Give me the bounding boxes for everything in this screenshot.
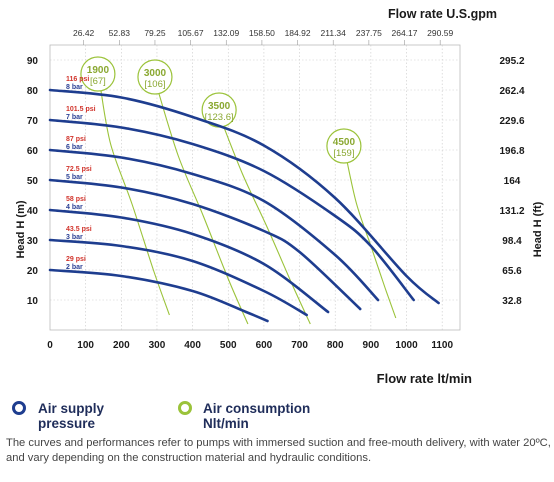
x-axis-title: Flow rate lt/min xyxy=(377,371,472,386)
air-consumption-bracket: [123.6] xyxy=(205,112,234,123)
y-right-tick-label: 295.2 xyxy=(499,56,524,67)
pressure-curve xyxy=(48,238,308,317)
pressure-curve xyxy=(48,268,269,323)
pressure-curve xyxy=(48,208,330,314)
x-tick-label: 1100 xyxy=(431,340,453,351)
y-axis-title: Head H (m) xyxy=(15,200,27,258)
x-tick-label: 800 xyxy=(327,340,344,351)
y-tick-label: 10 xyxy=(27,296,39,307)
x-tick-label: 700 xyxy=(291,340,308,351)
pressure-label-psi: 43.5 psi xyxy=(66,226,92,233)
pressure-curve xyxy=(48,178,362,311)
y-tick-label: 60 xyxy=(27,146,39,157)
x-tick-label: 500 xyxy=(220,340,237,351)
air-consumption-bracket: [159] xyxy=(333,148,354,159)
top-tick-label: 211.34 xyxy=(321,28,347,38)
top-tick-label: 290.59 xyxy=(427,28,453,38)
pressure-label-psi: 101.5 psi xyxy=(66,106,96,113)
air-consumption-label: 1900 xyxy=(87,65,110,76)
footnote: The curves and performances refer to pum… xyxy=(6,437,551,464)
y-right-tick-label: 131.2 xyxy=(499,206,524,217)
y-tick-label: 40 xyxy=(27,206,39,217)
air-supply-legend-ring xyxy=(12,401,26,415)
y-right-tick-label: 98.4 xyxy=(502,236,522,247)
pressure-label-bar: 6 bar xyxy=(66,144,83,151)
y-tick-label: 80 xyxy=(27,86,39,97)
air-consumption-label: 3000 xyxy=(144,68,167,79)
top-tick-label: 158.50 xyxy=(249,28,275,38)
x-tick-label: 900 xyxy=(363,340,380,351)
top-tick-label: 26.42 xyxy=(73,28,95,38)
air-consumption-legend-ring xyxy=(178,401,192,415)
pressure-curve xyxy=(48,88,440,305)
pressure-label-psi: 29 psi xyxy=(66,256,86,263)
air-supply-legend-label: Air supply pressure xyxy=(38,401,105,431)
y-tick-label: 90 xyxy=(27,56,39,67)
top-tick-label: 264.17 xyxy=(392,28,418,38)
pressure-curve xyxy=(48,148,380,302)
air-consumption-bubble xyxy=(137,59,173,95)
pressure-label-psi: 87 psi xyxy=(66,136,86,143)
top-tick-label: 132.09 xyxy=(213,28,239,38)
y-right-axis-title: Head H (ft) xyxy=(532,201,544,257)
top-tick-label: 237.75 xyxy=(356,28,382,38)
pressure-label-psi: 58 psi xyxy=(66,196,86,203)
pressure-curve xyxy=(48,118,415,302)
y-tick-label: 50 xyxy=(27,176,39,187)
pressure-label-bar: 2 bar xyxy=(66,264,83,271)
y-right-tick-label: 196.8 xyxy=(499,146,524,157)
pressure-label-bar: 5 bar xyxy=(66,174,83,181)
y-right-tick-label: 164 xyxy=(504,176,521,187)
air-consumption-legend-label: Air consumption Nlt/min xyxy=(203,401,311,431)
x-tick-label: 0 xyxy=(47,340,53,351)
top-axis-title: Flow rate U.S.gpm xyxy=(388,7,497,21)
air-consumption-curve xyxy=(220,119,311,325)
pressure-label-bar: 4 bar xyxy=(66,204,83,211)
y-right-tick-label: 262.4 xyxy=(499,86,524,97)
x-tick-label: 400 xyxy=(184,340,201,351)
x-tick-label: 1000 xyxy=(395,340,418,351)
y-tick-label: 30 xyxy=(27,236,39,247)
top-tick-label: 184.92 xyxy=(285,28,311,38)
y-right-tick-label: 229.6 xyxy=(499,116,524,127)
x-tick-label: 300 xyxy=(149,340,166,351)
air-consumption-bracket: [67] xyxy=(90,76,106,87)
pressure-label-psi: 72.5 psi xyxy=(66,166,92,173)
top-tick-label: 52.83 xyxy=(109,28,131,38)
pressure-label-bar: 8 bar xyxy=(66,84,83,91)
air-consumption-label: 3500 xyxy=(208,101,231,112)
x-tick-label: 100 xyxy=(77,340,94,351)
y-tick-label: 20 xyxy=(27,266,39,277)
x-tick-label: 600 xyxy=(256,340,273,351)
x-tick-label: 200 xyxy=(113,340,130,351)
air-consumption-bracket: [106] xyxy=(144,79,165,90)
pressure-label-psi: 116 psi xyxy=(66,76,89,83)
pressure-label-bar: 7 bar xyxy=(66,114,83,121)
air-consumption-label: 4500 xyxy=(333,137,356,148)
pump-performance-chart: 1900[67]3000[106]3500[123.6]4500[159] 11… xyxy=(15,7,544,386)
y-right-tick-label: 65.6 xyxy=(502,266,522,277)
y-right-tick-label: 32.8 xyxy=(502,296,522,307)
air-consumption-curve xyxy=(156,86,249,325)
top-tick-label: 105.67 xyxy=(178,28,204,38)
air-consumption-bubble xyxy=(80,56,116,92)
air-consumption-bubble xyxy=(326,128,362,164)
y-tick-label: 70 xyxy=(27,116,39,127)
top-tick-label: 79.25 xyxy=(144,28,166,38)
pressure-label-bar: 3 bar xyxy=(66,234,83,241)
